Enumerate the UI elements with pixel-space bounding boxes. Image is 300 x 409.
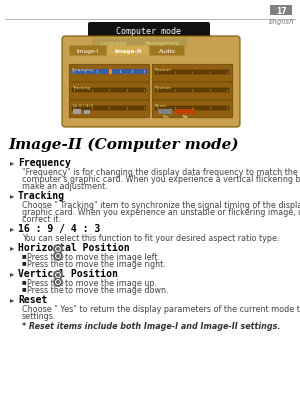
Text: English: English (269, 19, 295, 25)
Text: Frequency: Frequency (18, 157, 71, 168)
FancyBboxPatch shape (107, 46, 148, 56)
Bar (71, 70, 147, 75)
Text: Management: Management (145, 41, 179, 46)
FancyBboxPatch shape (136, 39, 188, 48)
Text: * Reset items include both Image-I and Image-II settings.: * Reset items include both Image-I and I… (22, 321, 280, 330)
Text: 16 : 9 / 4 : 3: 16 : 9 / 4 : 3 (18, 223, 100, 234)
Circle shape (55, 254, 61, 259)
Text: Press the: Press the (27, 278, 64, 287)
Text: Vertical Position: Vertical Position (18, 268, 118, 278)
Text: Press the: Press the (27, 285, 64, 294)
Text: No: No (182, 115, 188, 119)
Bar (175, 110, 195, 115)
Text: Choose " Tracking" item to synchronize the signal timing of the display with tha: Choose " Tracking" item to synchronize t… (22, 200, 300, 209)
Text: ▸: ▸ (10, 268, 14, 277)
Text: ■: ■ (22, 259, 27, 264)
Bar (109, 70, 112, 75)
Text: Position: Position (155, 86, 172, 90)
Text: Frequency: Frequency (72, 68, 94, 72)
FancyBboxPatch shape (62, 37, 240, 128)
Bar (72, 107, 146, 111)
Text: settings.: settings. (22, 311, 56, 320)
Bar (158, 110, 172, 115)
FancyBboxPatch shape (69, 83, 150, 101)
Circle shape (53, 271, 62, 280)
FancyBboxPatch shape (92, 39, 136, 48)
Bar (155, 107, 229, 111)
Text: Audio: Audio (159, 49, 176, 54)
Circle shape (53, 245, 62, 254)
Text: to move the image left.: to move the image left. (65, 252, 160, 261)
Circle shape (56, 254, 60, 258)
Text: graphic card. When you experience an unstable or flickering image, use this func: graphic card. When you experience an uns… (22, 207, 300, 216)
Text: "Frequency" is for changing the display data frequency to match the frequency of: "Frequency" is for changing the display … (22, 168, 300, 177)
Text: ▸: ▸ (10, 157, 14, 166)
Circle shape (55, 246, 61, 252)
Circle shape (56, 280, 60, 284)
Circle shape (56, 273, 60, 277)
FancyBboxPatch shape (152, 83, 233, 101)
Text: make an adjustment.: make an adjustment. (22, 182, 108, 191)
Text: Image-II: Image-II (114, 49, 142, 54)
Text: computer's graphic card. When you experience a vertical flickering bar, use this: computer's graphic card. When you experi… (22, 175, 300, 184)
Text: Yes: Yes (162, 115, 168, 119)
Text: Image-II (Computer mode): Image-II (Computer mode) (8, 138, 238, 152)
Text: Language: Language (101, 41, 127, 46)
Text: Press the: Press the (27, 252, 64, 261)
Text: ▸: ▸ (10, 191, 14, 200)
Text: ▸: ▸ (10, 294, 14, 303)
Bar (73, 110, 81, 115)
Bar (155, 89, 229, 93)
FancyBboxPatch shape (69, 101, 150, 119)
Text: ▸: ▸ (10, 223, 14, 232)
Text: Choose " Yes" to return the display parameters of the current mode to its factor: Choose " Yes" to return the display para… (22, 304, 300, 313)
Text: 17: 17 (276, 7, 286, 16)
FancyBboxPatch shape (270, 6, 292, 16)
Text: Computer mode: Computer mode (116, 27, 182, 36)
FancyBboxPatch shape (88, 23, 210, 39)
Bar (84, 111, 90, 115)
Circle shape (53, 252, 62, 261)
Bar (155, 71, 229, 75)
Text: ■: ■ (22, 285, 27, 290)
Text: Reset: Reset (155, 104, 167, 108)
Text: Tracking: Tracking (72, 86, 90, 90)
Text: ■: ■ (22, 252, 27, 257)
Circle shape (55, 272, 61, 278)
Circle shape (56, 247, 60, 252)
Text: to move the image right.: to move the image right. (65, 259, 166, 268)
Text: Tracking: Tracking (18, 191, 65, 200)
FancyBboxPatch shape (152, 101, 233, 119)
Text: Position: Position (155, 68, 172, 72)
Text: to move the image down.: to move the image down. (65, 285, 169, 294)
Text: Image-I: Image-I (77, 49, 99, 54)
FancyBboxPatch shape (70, 46, 106, 56)
Text: ■: ■ (22, 278, 27, 283)
Text: Reset: Reset (18, 294, 47, 304)
Bar (72, 89, 146, 93)
Text: to move the image up.: to move the image up. (65, 278, 157, 287)
Text: ▸: ▸ (10, 243, 14, 252)
Text: You can select this function to fit your desired aspect ratio type.: You can select this function to fit your… (22, 234, 280, 243)
Text: Press the: Press the (27, 259, 64, 268)
FancyBboxPatch shape (69, 65, 150, 83)
Text: correct it.: correct it. (22, 214, 61, 223)
Circle shape (55, 279, 61, 285)
Text: Horizontal Position: Horizontal Position (18, 243, 130, 252)
FancyBboxPatch shape (152, 65, 233, 83)
Circle shape (53, 278, 62, 287)
FancyBboxPatch shape (149, 46, 184, 56)
Text: 16:9 / 4:3: 16:9 / 4:3 (72, 104, 93, 108)
